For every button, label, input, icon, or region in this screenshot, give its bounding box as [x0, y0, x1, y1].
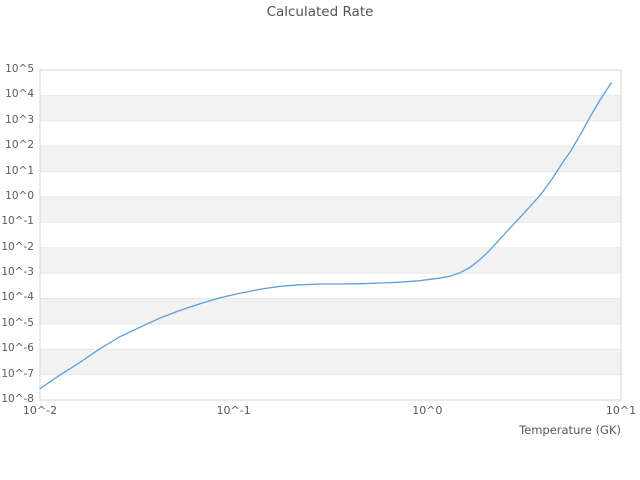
decade-band [40, 247, 621, 274]
decade-band [40, 349, 621, 375]
decade-band [40, 298, 621, 324]
decade-band [40, 196, 621, 223]
x-axis-title: Temperature (GK) [519, 423, 621, 437]
decade-band [40, 146, 621, 172]
rate-curve [39, 82, 612, 390]
decade-band [40, 95, 621, 121]
plot-frame [39, 69, 622, 401]
chart-title: Calculated Rate [266, 4, 374, 20]
